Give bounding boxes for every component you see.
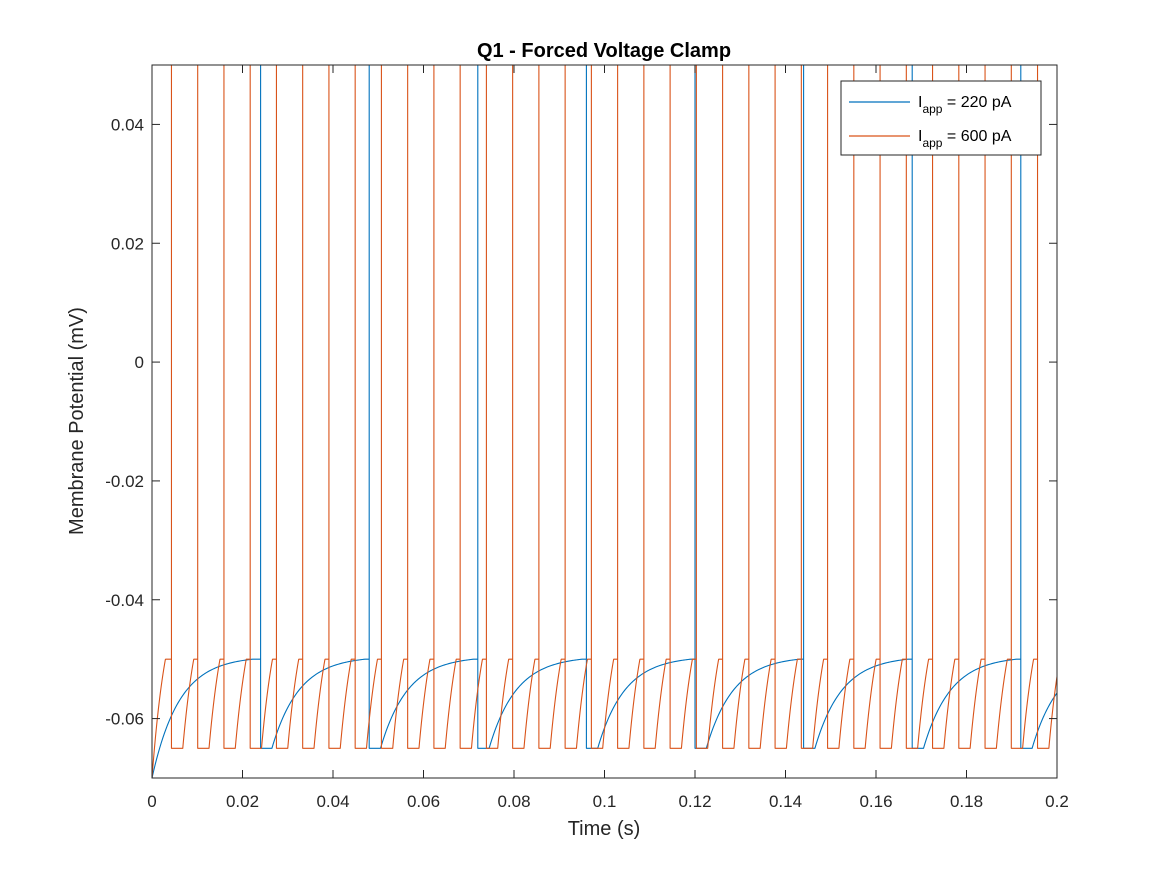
x-tick-label: 0.18 [950,792,983,811]
y-tick-label: 0.02 [111,234,144,253]
y-tick-label: -0.02 [105,472,144,491]
legend: Iapp = 220 pA Iapp = 600 pA [840,80,1042,156]
x-tick-label: 0.2 [1045,792,1069,811]
x-tick-label: 0.08 [497,792,530,811]
x-tick-label: 0.1 [593,792,617,811]
x-tick-label: 0 [147,792,156,811]
y-tick-label: 0.04 [111,115,144,134]
legend-label-0: Iapp = 220 pA [918,94,1012,116]
series-layer [151,64,1058,779]
plot-area [152,65,1057,778]
y-tick-label: -0.04 [105,591,144,610]
chart-title: Q1 - Forced Voltage Clamp [477,40,731,62]
x-axis: 0 0.02 0.04 0.06 0.08 0.1 0.12 0.14 0.16 0.18 0.2 [147,65,1069,811]
x-tick-label: 0.12 [678,792,711,811]
series-line-1 [151,64,1058,779]
series-line-0 [151,64,1058,779]
x-tick-label: 0.14 [769,792,802,811]
legend-label-1: Iapp = 600 pA [918,128,1012,150]
y-axis: -0.06 -0.04 -0.02 0 0.02 0.04 [105,115,1057,729]
x-tick-label: 0.06 [407,792,440,811]
y-tick-label: 0 [135,353,144,372]
x-tick-label: 0.04 [316,792,349,811]
x-tick-label: 0.16 [859,792,892,811]
legend-box [840,80,1042,156]
y-axis-label: Membrane Potential (mV) [66,307,88,535]
x-axis-label: Time (s) [568,818,641,840]
x-tick-label: 0.02 [226,792,259,811]
y-tick-label: -0.06 [105,710,144,729]
